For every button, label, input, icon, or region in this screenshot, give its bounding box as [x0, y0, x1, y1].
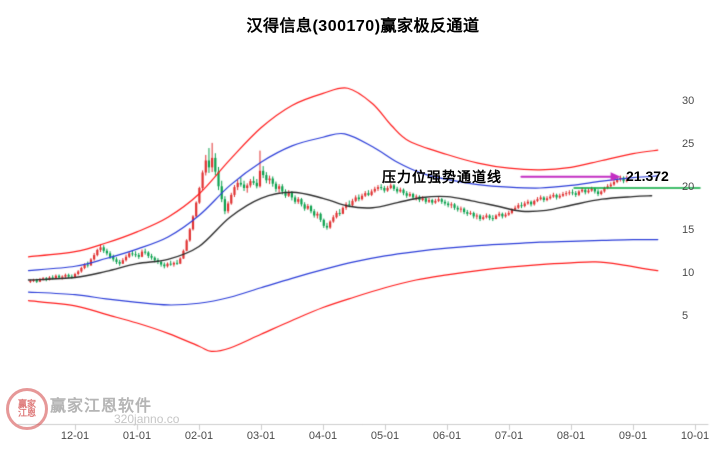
x-axis-label: 06-01: [432, 430, 462, 442]
x-axis-label: 04-01: [308, 430, 338, 442]
pressure-annotation-value: 21.372: [626, 168, 669, 184]
chart-title: 汉得信息(300170)赢家极反通道: [246, 18, 480, 35]
x-axis-label: 12-01: [60, 430, 90, 442]
x-axis-label: 05-01: [370, 430, 400, 442]
x-axis-label: 10-01: [680, 430, 710, 442]
x-axis-label: 08-01: [556, 430, 586, 442]
y-axis-label: 25: [682, 138, 695, 150]
y-axis-label: 15: [682, 224, 695, 236]
y-axis-label: 10: [682, 267, 695, 279]
y-axis-label: 5: [682, 310, 689, 322]
x-axis-label: 01-01: [122, 430, 152, 442]
x-axis-label: 09-01: [618, 430, 648, 442]
x-axis-label: 07-01: [494, 430, 524, 442]
x-axis-label: 02-01: [184, 430, 214, 442]
y-axis-label: 30: [682, 95, 695, 107]
x-axis-label: 03-01: [246, 430, 276, 442]
y-axis-label: 20: [682, 181, 695, 193]
pressure-annotation-label: 压力位强势通道线: [382, 169, 502, 185]
